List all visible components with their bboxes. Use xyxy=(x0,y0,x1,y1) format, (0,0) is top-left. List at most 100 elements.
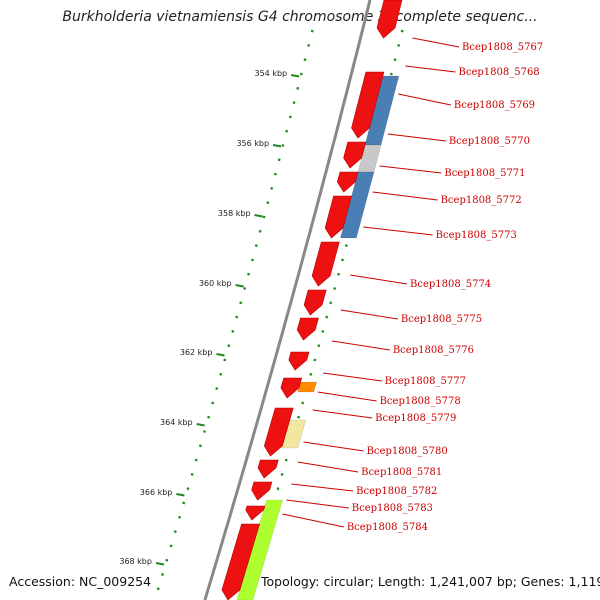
kbp-ticks: 354 kbp 356 kbp 358 kbp 360 kbp 362 kbp 364 k… xyxy=(119,69,300,566)
cds-arrow xyxy=(245,505,266,521)
gc-dot xyxy=(161,573,165,576)
gene-callouts: Bcep1808_5767 Bcep1808_5768 Bcep1808_5769 B… xyxy=(282,37,543,533)
cds-arrow xyxy=(221,523,261,600)
gene-label[interactable]: Bcep1808_5774 xyxy=(410,279,491,290)
gc-dot xyxy=(235,315,239,319)
gene-label[interactable]: Bcep1808_5783 xyxy=(352,503,433,514)
gc-dot xyxy=(243,287,247,290)
kbp-tick xyxy=(254,214,263,218)
gc-dot xyxy=(340,258,344,262)
kbp-tick-label: 356 kbp xyxy=(236,139,269,148)
cds-arrow xyxy=(257,459,279,479)
gene-label[interactable]: Bcep1808_5770 xyxy=(449,136,530,147)
kbp-tick xyxy=(216,353,225,357)
gene-label[interactable]: Bcep1808_5779 xyxy=(375,413,456,424)
gc-dot xyxy=(393,58,397,62)
gc-dot xyxy=(165,558,169,562)
gc-dot xyxy=(186,487,190,491)
cds-arrow xyxy=(303,289,327,316)
gene-label[interactable]: Bcep1808_5767 xyxy=(462,42,543,53)
gc-dot xyxy=(296,86,300,90)
cds-arrow xyxy=(311,241,340,287)
gc-dot xyxy=(258,229,262,233)
gene-callout-line xyxy=(387,133,446,142)
cds-arrow xyxy=(343,141,367,169)
kbp-tick xyxy=(235,284,244,288)
gene-label[interactable]: Bcep1808_5780 xyxy=(367,446,448,457)
kbp-tick-label: 362 kbp xyxy=(180,348,213,357)
kbp-tick-label: 358 kbp xyxy=(218,209,251,218)
gc-dot xyxy=(297,415,301,419)
gene-label[interactable]: Bcep1808_5776 xyxy=(393,345,474,356)
kbp-tick-label: 364 kbp xyxy=(160,418,193,427)
kbp-tick-label: 354 kbp xyxy=(255,69,288,78)
gc-dot xyxy=(190,472,194,476)
gc-dot xyxy=(329,301,333,305)
gc-dot xyxy=(169,544,173,548)
gc-dot xyxy=(292,101,296,104)
gene-callout-line xyxy=(379,165,442,174)
gene-callout-line xyxy=(312,409,373,419)
gc-dot xyxy=(310,29,314,33)
gc-dot xyxy=(277,158,281,162)
gc-dot xyxy=(211,401,215,405)
gene-label[interactable]: Bcep1808_5771 xyxy=(444,168,525,179)
gene-label[interactable]: Bcep1808_5769 xyxy=(454,100,535,111)
gc-dot xyxy=(389,72,393,76)
gc-dot xyxy=(281,144,285,147)
gene-label[interactable]: Bcep1808_5772 xyxy=(441,195,522,206)
gc-dot xyxy=(215,387,219,391)
gene-callout-line xyxy=(350,274,408,285)
gene-label[interactable]: Bcep1808_5775 xyxy=(401,314,482,325)
gc-dot xyxy=(288,115,292,119)
gene-label[interactable]: Bcep1808_5773 xyxy=(436,230,517,241)
backbone xyxy=(203,0,372,600)
gc-dot xyxy=(270,186,274,190)
gene-callout-line xyxy=(340,309,398,320)
gc-skew-dots xyxy=(156,29,404,591)
gene-callout-line xyxy=(372,191,438,201)
gene-label[interactable]: Bcep1808_5784 xyxy=(347,522,428,533)
gene-callout-line xyxy=(303,441,364,452)
gc-dot xyxy=(203,430,206,433)
gene-callout-line xyxy=(291,483,354,492)
gc-dot xyxy=(303,58,307,62)
gc-dot xyxy=(250,258,254,262)
gc-dot xyxy=(219,372,223,376)
gene-label[interactable]: Bcep1808_5782 xyxy=(356,486,437,497)
gc-dot xyxy=(280,472,284,476)
kbp-tick-label: 366 kbp xyxy=(140,488,173,497)
gc-dot xyxy=(317,344,321,348)
gc-dot xyxy=(276,487,280,491)
cds-arrow xyxy=(251,481,273,501)
gene-label[interactable]: Bcep1808_5781 xyxy=(361,467,442,478)
gc-dot xyxy=(247,272,251,276)
gene-callout-line xyxy=(363,226,433,236)
gene-label[interactable]: Bcep1808_5778 xyxy=(380,396,461,407)
map-title: Burkholderia vietnamiensis G4 chromosome… xyxy=(62,9,538,25)
cds-arrow xyxy=(351,71,385,139)
cds-arrow xyxy=(280,377,303,399)
gc-dot xyxy=(262,215,266,219)
gc-dot xyxy=(400,29,404,33)
gene-callout-line xyxy=(317,391,377,402)
gc-dot xyxy=(397,44,401,47)
gc-dot xyxy=(325,315,329,319)
gene-callout-line xyxy=(412,37,460,48)
kbp-tick xyxy=(290,74,300,78)
gc-dot xyxy=(231,329,235,333)
gc-dot xyxy=(173,530,177,534)
gc-dot xyxy=(333,287,337,290)
kbp-tick xyxy=(176,493,185,497)
gene-label[interactable]: Bcep1808_5777 xyxy=(385,376,466,387)
gene-callout-line xyxy=(332,340,390,351)
gene-callout-line xyxy=(282,513,344,528)
gc-dot xyxy=(178,515,182,519)
cds-arrow xyxy=(376,0,403,39)
gc-dot xyxy=(182,501,186,505)
gc-dot xyxy=(194,458,198,462)
gc-dot xyxy=(285,129,289,133)
gene-label[interactable]: Bcep1808_5768 xyxy=(459,67,540,78)
gc-dot xyxy=(309,372,313,376)
